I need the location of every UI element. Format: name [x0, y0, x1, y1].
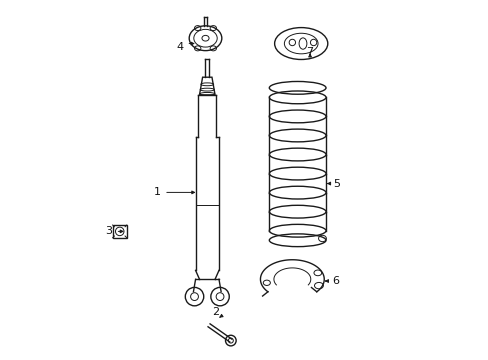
Text: 3: 3: [105, 226, 112, 237]
Text: 2: 2: [212, 307, 219, 317]
Text: 1: 1: [154, 188, 161, 197]
Text: 5: 5: [332, 179, 340, 189]
Text: 6: 6: [331, 276, 338, 286]
Text: 7: 7: [306, 47, 313, 57]
Text: 4: 4: [176, 42, 183, 52]
